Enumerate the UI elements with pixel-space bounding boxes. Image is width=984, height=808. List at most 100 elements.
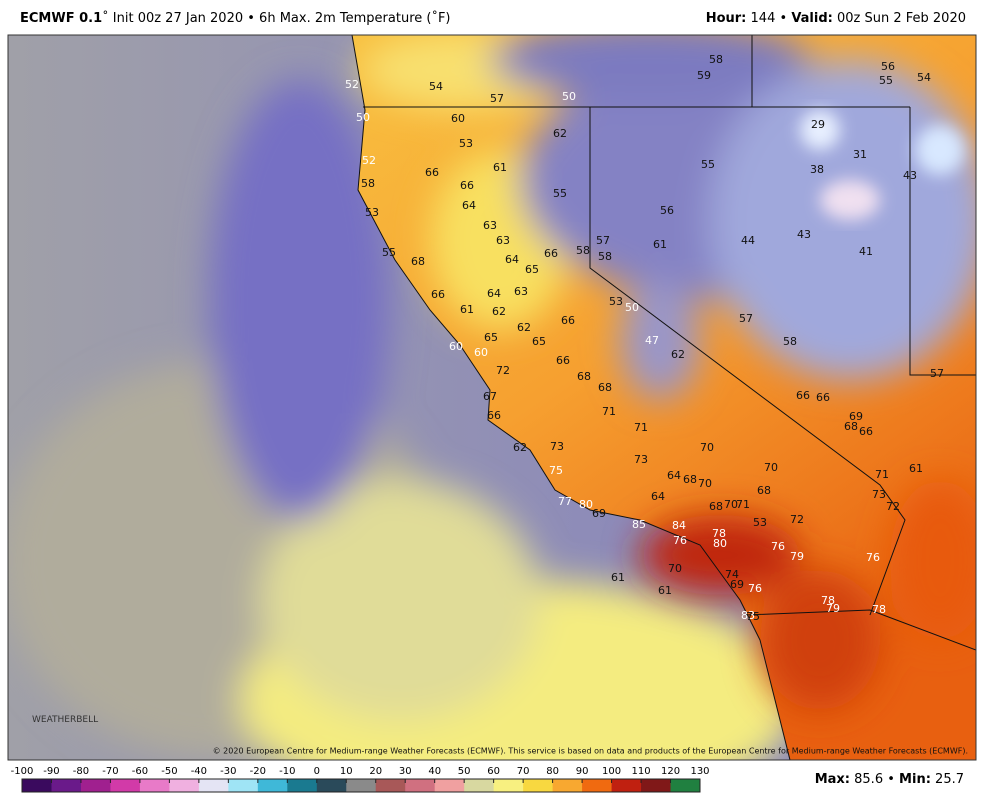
colorbar-swatch [346, 779, 377, 792]
temperature-label: 61 [653, 238, 667, 251]
map-area [8, 35, 976, 760]
temperature-label: 57 [930, 367, 944, 380]
temperature-label: 60 [474, 346, 488, 359]
temperature-label: 55 [701, 158, 715, 171]
temperature-label: 65 [532, 335, 546, 348]
colorbar-swatch [375, 779, 406, 792]
temperature-label: 69 [730, 578, 744, 591]
temperature-label: 73 [550, 440, 564, 453]
temperature-label: 66 [816, 391, 830, 404]
max-min: Max: 85.6 • Min: 25.7 [815, 772, 964, 787]
temperature-label: 58 [709, 53, 723, 66]
temperature-label: 68 [577, 370, 591, 383]
temperature-label: 76 [771, 540, 785, 553]
temperature-label: 76 [748, 582, 762, 595]
temperature-label: 74 [725, 568, 739, 581]
temperature-label: 62 [671, 348, 685, 361]
temperature-label: 29 [811, 118, 825, 131]
temperature-label: 61 [909, 462, 923, 475]
colorbar-swatch [434, 779, 465, 792]
temperature-label: 68 [411, 255, 425, 268]
temperature-label: 61 [658, 584, 672, 597]
temperature-label: 66 [487, 409, 501, 422]
temperature-label: 53 [609, 295, 623, 308]
colorbar-swatch [110, 779, 141, 792]
colorbar-tick-label: -10 [279, 766, 295, 777]
temperature-label: 68 [757, 484, 771, 497]
temperature-label: 64 [651, 490, 665, 503]
temperature-label: 61 [611, 571, 625, 584]
temperature-label: 58 [598, 250, 612, 263]
temperature-label: 65 [525, 263, 539, 276]
colorbar-tick-label: -60 [132, 766, 148, 777]
colorbar-tick-label: 90 [576, 766, 589, 777]
temperature-label: 72 [886, 500, 900, 513]
temperature-label: 76 [866, 551, 880, 564]
temperature-label: 76 [673, 534, 687, 547]
temperature-label: 41 [859, 245, 873, 258]
temperature-label: 57 [739, 312, 753, 325]
logo: WEATHERBELL [32, 715, 98, 725]
temperature-label: 66 [796, 389, 810, 402]
colorbar-swatch [198, 779, 229, 792]
colorbar-tick-label: 120 [661, 766, 680, 777]
colorbar-tick-label: -100 [11, 766, 34, 777]
temperature-label: 70 [724, 498, 738, 511]
temperature-label: 60 [451, 112, 465, 125]
colorbar-tick-label: -30 [220, 766, 236, 777]
temperature-label: 58 [576, 244, 590, 257]
colorbar-tick-label: 80 [546, 766, 559, 777]
colorbar-swatch [51, 779, 82, 792]
colorbar-tick-label: -80 [73, 766, 89, 777]
colorbar-swatch [228, 779, 259, 792]
colorbar-tick-label: 130 [690, 766, 709, 777]
temperature-label: 50 [562, 90, 576, 103]
temperature-label: 77 [558, 495, 572, 508]
temperature-label: 50 [356, 111, 370, 124]
colorbar-swatch [405, 779, 436, 792]
colorbar-tick-label: -20 [250, 766, 266, 777]
colorbar-tick-label: 30 [399, 766, 412, 777]
colorbar-tick-label: 0 [314, 766, 320, 777]
temperature-label: 71 [875, 468, 889, 481]
temperature-label: 62 [513, 441, 527, 454]
colorbar-swatch [552, 779, 583, 792]
temperature-label: 59 [697, 69, 711, 82]
temperature-label: 62 [492, 305, 506, 318]
temperature-label: 68 [709, 500, 723, 513]
header-title: ECMWF 0.1˚ Init 00z 27 Jan 2020 • 6h Max… [20, 10, 451, 26]
temperature-label: 66 [425, 166, 439, 179]
colorbar-swatch [80, 779, 111, 792]
temperature-label: 44 [741, 234, 755, 247]
colorbar-swatch [464, 779, 495, 792]
temperature-label: 57 [596, 234, 610, 247]
temperature-label: 66 [544, 247, 558, 260]
colorbar-swatch [139, 779, 170, 792]
colorbar-frame [21, 778, 701, 793]
temperature-label: 47 [645, 334, 659, 347]
temperature-label: 79 [826, 602, 840, 615]
colorbar-swatch [523, 779, 554, 792]
temperature-label: 64 [462, 199, 476, 212]
colorbar-tick-label: 10 [340, 766, 353, 777]
temperature-label: 78 [821, 594, 835, 607]
colorbar-tick-label: 100 [602, 766, 621, 777]
temperature-label: 79 [790, 550, 804, 563]
temperature-label: 66 [431, 288, 445, 301]
colorbar-swatch [257, 779, 288, 792]
temperature-label: 58 [361, 177, 375, 190]
temperature-label: 78 [872, 603, 886, 616]
temperature-label: 80 [579, 498, 593, 511]
temperature-label: 38 [810, 163, 824, 176]
temperature-label: 53 [365, 206, 379, 219]
colorbar-swatch [169, 779, 200, 792]
temperature-label: 62 [517, 321, 531, 334]
temperature-label: 67 [483, 390, 497, 403]
temperature-label: 58 [783, 335, 797, 348]
temperature-label: 55 [553, 187, 567, 200]
temperature-label: 57 [490, 92, 504, 105]
temperature-label: 64 [505, 253, 519, 266]
temperature-label: 84 [672, 519, 686, 532]
colorbar-swatch [493, 779, 524, 792]
colorbar-tick-label: -50 [161, 766, 177, 777]
